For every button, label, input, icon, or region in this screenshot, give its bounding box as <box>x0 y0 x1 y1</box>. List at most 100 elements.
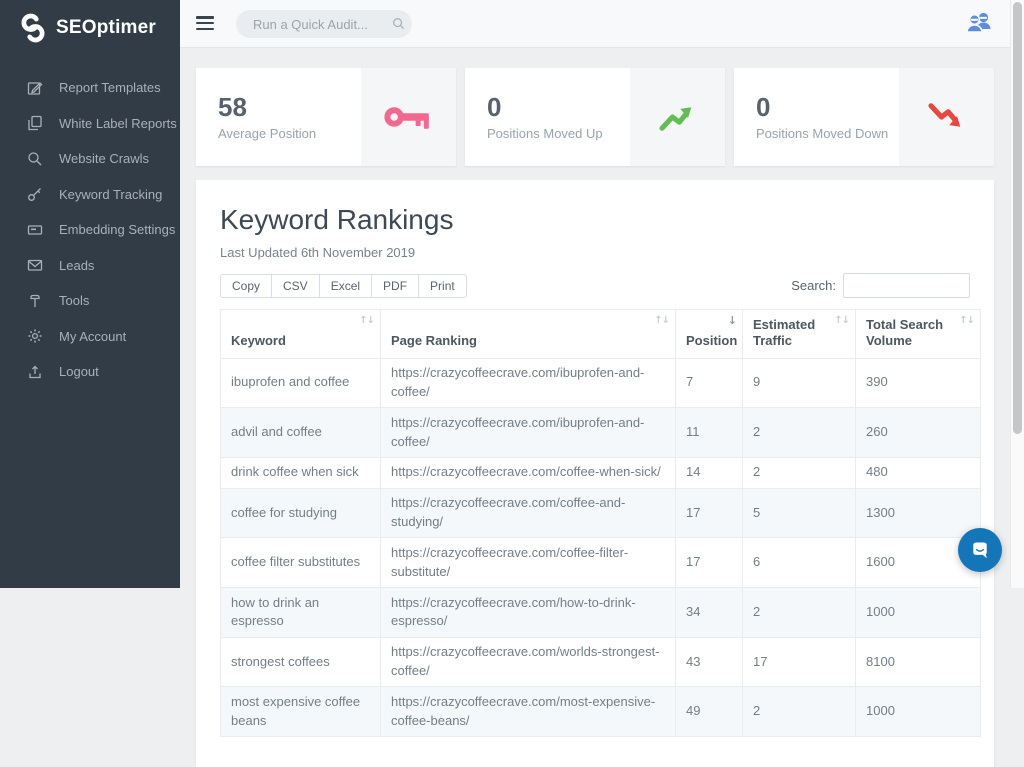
estimated-traffic-cell: 6 <box>743 538 856 588</box>
sort-icon[interactable]: ↑↓ <box>654 315 669 328</box>
total-search-volume-cell: 260 <box>856 408 981 458</box>
estimated-traffic-cell: 2 <box>743 408 856 458</box>
keyword-cell: how to drink an espresso <box>221 588 381 638</box>
sort-icon[interactable]: ↑↓ <box>359 315 374 328</box>
export-button-group: Copy CSV Excel PDF Print <box>220 274 467 298</box>
keyword-rankings-table: Keyword ↑↓ Page Ranking ↑↓ Position ↓ Es… <box>220 309 981 737</box>
stat-value: 0 <box>756 93 899 122</box>
estimated-traffic-cell: 2 <box>743 588 856 638</box>
sidebar-item-label: White Label Reports <box>59 116 177 131</box>
estimated-traffic-cell: 9 <box>743 358 856 408</box>
sidebar-item-leads[interactable]: Leads <box>0 248 180 284</box>
sidebar-item-label: My Account <box>59 329 126 344</box>
search-icon <box>392 17 405 30</box>
quick-audit-input[interactable] <box>236 10 412 38</box>
sidebar-item-website-crawls[interactable]: Website Crawls <box>0 141 180 177</box>
topbar <box>180 0 1024 48</box>
stat-label: Positions Moved Down <box>756 126 899 141</box>
sidebar-item-my-account[interactable]: My Account <box>0 319 180 355</box>
stat-label: Average Position <box>218 126 361 141</box>
sidebar-item-report-templates[interactable]: Report Templates <box>0 70 180 106</box>
gear-icon <box>27 328 43 344</box>
users-icon[interactable] <box>964 9 994 37</box>
sidebar-item-label: Logout <box>59 364 99 379</box>
copy-button[interactable]: Copy <box>220 274 272 298</box>
sidebar-item-keyword-tracking[interactable]: Keyword Tracking <box>0 177 180 213</box>
key-icon <box>383 103 433 131</box>
estimated-traffic-cell: 17 <box>743 637 856 687</box>
chat-launcher-button[interactable] <box>958 528 1002 572</box>
vertical-scrollbar[interactable] <box>1010 0 1024 588</box>
keyword-cell: strongest coffees <box>221 637 381 687</box>
column-header-total-search-volume[interactable]: Total Search Volume ↑↓ <box>856 310 981 359</box>
total-search-volume-cell: 1000 <box>856 687 981 737</box>
position-cell: 17 <box>676 488 743 538</box>
seoptimer-logo-icon <box>18 13 48 43</box>
estimated-traffic-cell: 2 <box>743 687 856 737</box>
page-ranking-cell: https://crazycoffeecrave.com/ibuprofen-a… <box>381 408 676 458</box>
trend-down-icon <box>925 99 967 135</box>
sort-asc-icon[interactable]: ↓ <box>728 314 736 328</box>
keyword-cell: coffee filter substitutes <box>221 538 381 588</box>
total-search-volume-cell: 390 <box>856 358 981 408</box>
sidebar-item-white-label-reports[interactable]: White Label Reports <box>0 106 180 142</box>
scrollbar-thumb[interactable] <box>1013 2 1022 434</box>
logo[interactable]: SEOptimer <box>0 0 180 43</box>
table-row[interactable]: strongest coffees https://crazycoffeecra… <box>221 637 981 687</box>
sidebar-item-tools[interactable]: Tools <box>0 283 180 319</box>
sidebar-item-label: Embedding Settings <box>59 222 175 237</box>
sidebar-item-logout[interactable]: Logout <box>0 354 180 390</box>
print-button[interactable]: Print <box>418 274 467 298</box>
column-header-position[interactable]: Position ↓ <box>676 310 743 359</box>
pages-icon <box>27 115 43 131</box>
pdf-button[interactable]: PDF <box>371 274 419 298</box>
position-cell: 7 <box>676 358 743 408</box>
stat-label: Positions Moved Up <box>487 126 630 141</box>
keyword-rankings-panel: Keyword Rankings Last Updated 6th Novemb… <box>196 180 994 767</box>
key-icon <box>27 186 43 202</box>
keyword-cell: most expensive coffee beans <box>221 687 381 737</box>
sidebar-item-label: Website Crawls <box>59 151 149 166</box>
sidebar-item-label: Keyword Tracking <box>59 187 162 202</box>
stat-cards: 58 Average Position 0 Positions Mo <box>196 68 994 166</box>
page-title: Keyword Rankings <box>220 204 970 236</box>
last-updated-text: Last Updated 6th November 2019 <box>220 245 970 260</box>
column-header-page-ranking[interactable]: Page Ranking ↑↓ <box>381 310 676 359</box>
column-header-keyword[interactable]: Keyword ↑↓ <box>221 310 381 359</box>
sort-icon[interactable]: ↑↓ <box>834 315 849 328</box>
trend-up-icon <box>656 99 698 135</box>
stat-card-positions-moved-down: 0 Positions Moved Down <box>734 68 994 166</box>
stat-value: 0 <box>487 93 630 122</box>
table-row[interactable]: coffee filter substitutes https://crazyc… <box>221 538 981 588</box>
keyword-cell: coffee for studying <box>221 488 381 538</box>
sidebar-item-label: Tools <box>59 293 89 308</box>
position-cell: 11 <box>676 408 743 458</box>
hamburger-menu-icon[interactable] <box>196 16 214 33</box>
total-search-volume-cell: 1300 <box>856 488 981 538</box>
table-row[interactable]: most expensive coffee beans https://craz… <box>221 687 981 737</box>
position-cell: 17 <box>676 538 743 588</box>
logo-text: SEOptimer <box>56 17 156 39</box>
sidebar: SEOptimer Report Templates White Label R… <box>0 0 180 588</box>
hammer-icon <box>27 293 43 309</box>
csv-button[interactable]: CSV <box>271 274 320 298</box>
position-cell: 43 <box>676 637 743 687</box>
table-row[interactable]: advil and coffee https://crazycoffeecrav… <box>221 408 981 458</box>
table-row[interactable]: ibuprofen and coffee https://crazycoffee… <box>221 358 981 408</box>
keyword-cell: ibuprofen and coffee <box>221 358 381 408</box>
table-toolbar: Copy CSV Excel PDF Print Search: <box>220 273 970 298</box>
page-ranking-cell: https://crazycoffeecrave.com/worlds-stro… <box>381 637 676 687</box>
embed-icon <box>27 222 43 238</box>
edit-icon <box>27 80 43 96</box>
table-row[interactable]: coffee for studying https://crazycoffeec… <box>221 488 981 538</box>
sidebar-item-embedding-settings[interactable]: Embedding Settings <box>0 212 180 248</box>
table-row[interactable]: drink coffee when sick https://crazycoff… <box>221 457 981 488</box>
column-header-estimated-traffic[interactable]: Estimated Traffic ↑↓ <box>743 310 856 359</box>
page-ranking-cell: https://crazycoffeecrave.com/how-to-drin… <box>381 588 676 638</box>
estimated-traffic-cell: 5 <box>743 488 856 538</box>
sort-icon[interactable]: ↑↓ <box>959 315 974 328</box>
table-search-input[interactable] <box>843 273 970 298</box>
table-row[interactable]: how to drink an espresso https://crazyco… <box>221 588 981 638</box>
excel-button[interactable]: Excel <box>319 274 372 298</box>
page-ranking-cell: https://crazycoffeecrave.com/coffee-and-… <box>381 488 676 538</box>
